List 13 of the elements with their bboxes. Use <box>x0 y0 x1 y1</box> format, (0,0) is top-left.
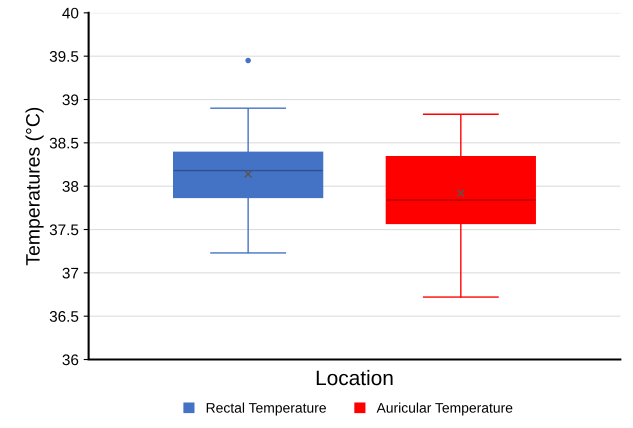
legend-label: Rectal Temperature <box>206 402 326 416</box>
y-tick-label: 37.5 <box>50 224 78 236</box>
y-tick-label: 38 <box>62 181 78 192</box>
legend-label: Auricular Temperature <box>376 402 512 416</box>
y-axis-title: Temperatures (°C) <box>25 108 44 266</box>
y-tick-label: 36.5 <box>50 311 78 322</box>
y-tick-label: 37 <box>62 268 78 279</box>
y-tick-label: 39 <box>62 94 78 106</box>
y-tick-label: 39.5 <box>50 51 78 62</box>
x-axis-title: Location <box>316 370 393 386</box>
y-tick-label: 36 <box>62 354 78 366</box>
y-tick-label: 40 <box>62 8 78 19</box>
y-tick-label: 38.5 <box>50 138 78 149</box>
